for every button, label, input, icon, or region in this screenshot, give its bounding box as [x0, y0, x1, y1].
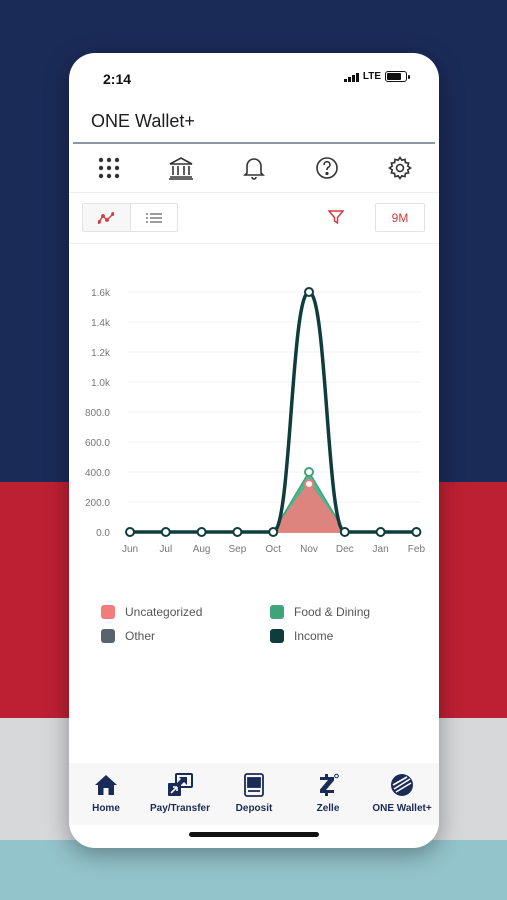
data-point — [232, 527, 243, 537]
legend-item-income: Income — [270, 629, 333, 643]
legend-label: Income — [294, 629, 334, 643]
view-toggle — [82, 203, 178, 232]
line-series-income — [130, 290, 417, 534]
pay-transfer-icon — [166, 771, 194, 799]
legend-swatch — [270, 629, 284, 643]
bell-icon[interactable] — [239, 153, 269, 183]
legend-swatch — [101, 605, 115, 619]
y-tick-label: 400.0 — [85, 468, 110, 479]
status-bar: 2:14 LTE — [69, 53, 439, 103]
list-view-button[interactable] — [131, 204, 178, 231]
y-tick-label: 0.0 — [96, 528, 110, 539]
network-label: LTE — [362, 71, 381, 82]
data-point — [160, 527, 171, 537]
nav-label: Pay/Transfer — [149, 803, 211, 814]
gear-icon[interactable] — [385, 153, 415, 183]
legend-label: Other — [125, 629, 156, 643]
x-tick-label: Feb — [408, 544, 426, 555]
zelle-icon — [314, 771, 342, 799]
x-tick-label: Oct — [265, 544, 281, 555]
nav-label: Zelle — [316, 803, 340, 814]
data-point — [125, 527, 135, 537]
background-teal-band — [0, 840, 507, 900]
y-tick-label: 1.0k — [91, 378, 111, 389]
one-wallet-icon — [388, 771, 416, 799]
y-tick-label: 1.4k — [91, 318, 111, 329]
help-icon[interactable] — [312, 153, 342, 183]
data-point — [196, 527, 207, 537]
y-tick-label: 800.0 — [85, 408, 110, 419]
chart-controls: 9M — [69, 201, 439, 235]
spending-chart: 0.0 200.0 400.0 600.0 800.0 1.0k 1.2k 1.4k 1.6k J… — [85, 287, 426, 555]
nav-label: ONE Wallet+ — [372, 803, 432, 814]
legend-swatch — [270, 605, 284, 619]
status-indicators: LTE — [343, 71, 410, 82]
data-point — [304, 479, 314, 489]
data-point — [339, 527, 350, 537]
nav-label: Deposit — [235, 803, 273, 814]
x-tick-label: Jun — [122, 544, 138, 555]
y-tick-label: 600.0 — [85, 438, 110, 449]
legend-item-food-dining: Food & Dining — [270, 605, 370, 619]
bank-icon[interactable] — [166, 153, 196, 183]
x-tick-label: Aug — [193, 544, 211, 555]
x-tick-label: Sep — [229, 544, 247, 555]
line-chart-icon — [98, 211, 115, 224]
home-indicator — [189, 832, 319, 837]
page-title: ONE Wallet+ — [91, 111, 195, 131]
filter-button[interactable] — [324, 205, 348, 229]
toolbar-divider — [69, 192, 439, 193]
data-point — [304, 467, 314, 477]
status-time: 2:14 — [103, 71, 132, 87]
legend-item-uncategorized: Uncategorized — [101, 605, 202, 619]
range-button[interactable]: 9M — [375, 203, 425, 232]
list-icon — [145, 212, 162, 223]
data-point — [304, 287, 314, 297]
bottom-nav: Home Pay/Transfer Deposit — [69, 763, 439, 825]
filter-icon — [328, 210, 344, 225]
legend-item-other: Other — [101, 629, 155, 643]
area-series-uncategorized — [130, 482, 417, 533]
home-icon — [92, 771, 120, 799]
data-point — [268, 527, 279, 537]
x-tick-label: Jul — [159, 544, 172, 555]
deposit-icon — [240, 771, 268, 799]
x-tick-label: Jan — [373, 544, 389, 555]
nav-zelle[interactable]: Zelle — [291, 763, 365, 825]
nav-label: Home — [92, 803, 120, 814]
top-toolbar — [69, 149, 439, 189]
data-point — [411, 527, 422, 537]
data-point — [375, 527, 386, 537]
grid-icon[interactable] — [94, 153, 124, 183]
legend-label: Food & Dining — [294, 605, 371, 619]
nav-deposit[interactable]: Deposit — [217, 763, 291, 825]
chart-view-button[interactable] — [83, 204, 131, 231]
nav-pay-transfer[interactable]: Pay/Transfer — [143, 763, 217, 825]
x-tick-label: Dec — [336, 544, 354, 555]
legend-label: Uncategorized — [125, 605, 203, 619]
signal-icon — [343, 72, 359, 82]
title-divider — [73, 142, 435, 144]
y-tick-label: 1.2k — [91, 348, 111, 359]
phone-screen: 2:14 LTE ONE Wallet+ — [69, 53, 439, 848]
nav-one-wallet[interactable]: ONE Wallet+ — [365, 763, 439, 825]
controls-divider — [69, 243, 439, 244]
legend-swatch — [101, 629, 115, 643]
y-tick-label: 1.6k — [91, 288, 111, 299]
y-tick-label: 200.0 — [85, 498, 110, 509]
x-tick-label: Nov — [300, 544, 318, 555]
battery-icon — [385, 71, 410, 82]
nav-home[interactable]: Home — [69, 763, 143, 825]
